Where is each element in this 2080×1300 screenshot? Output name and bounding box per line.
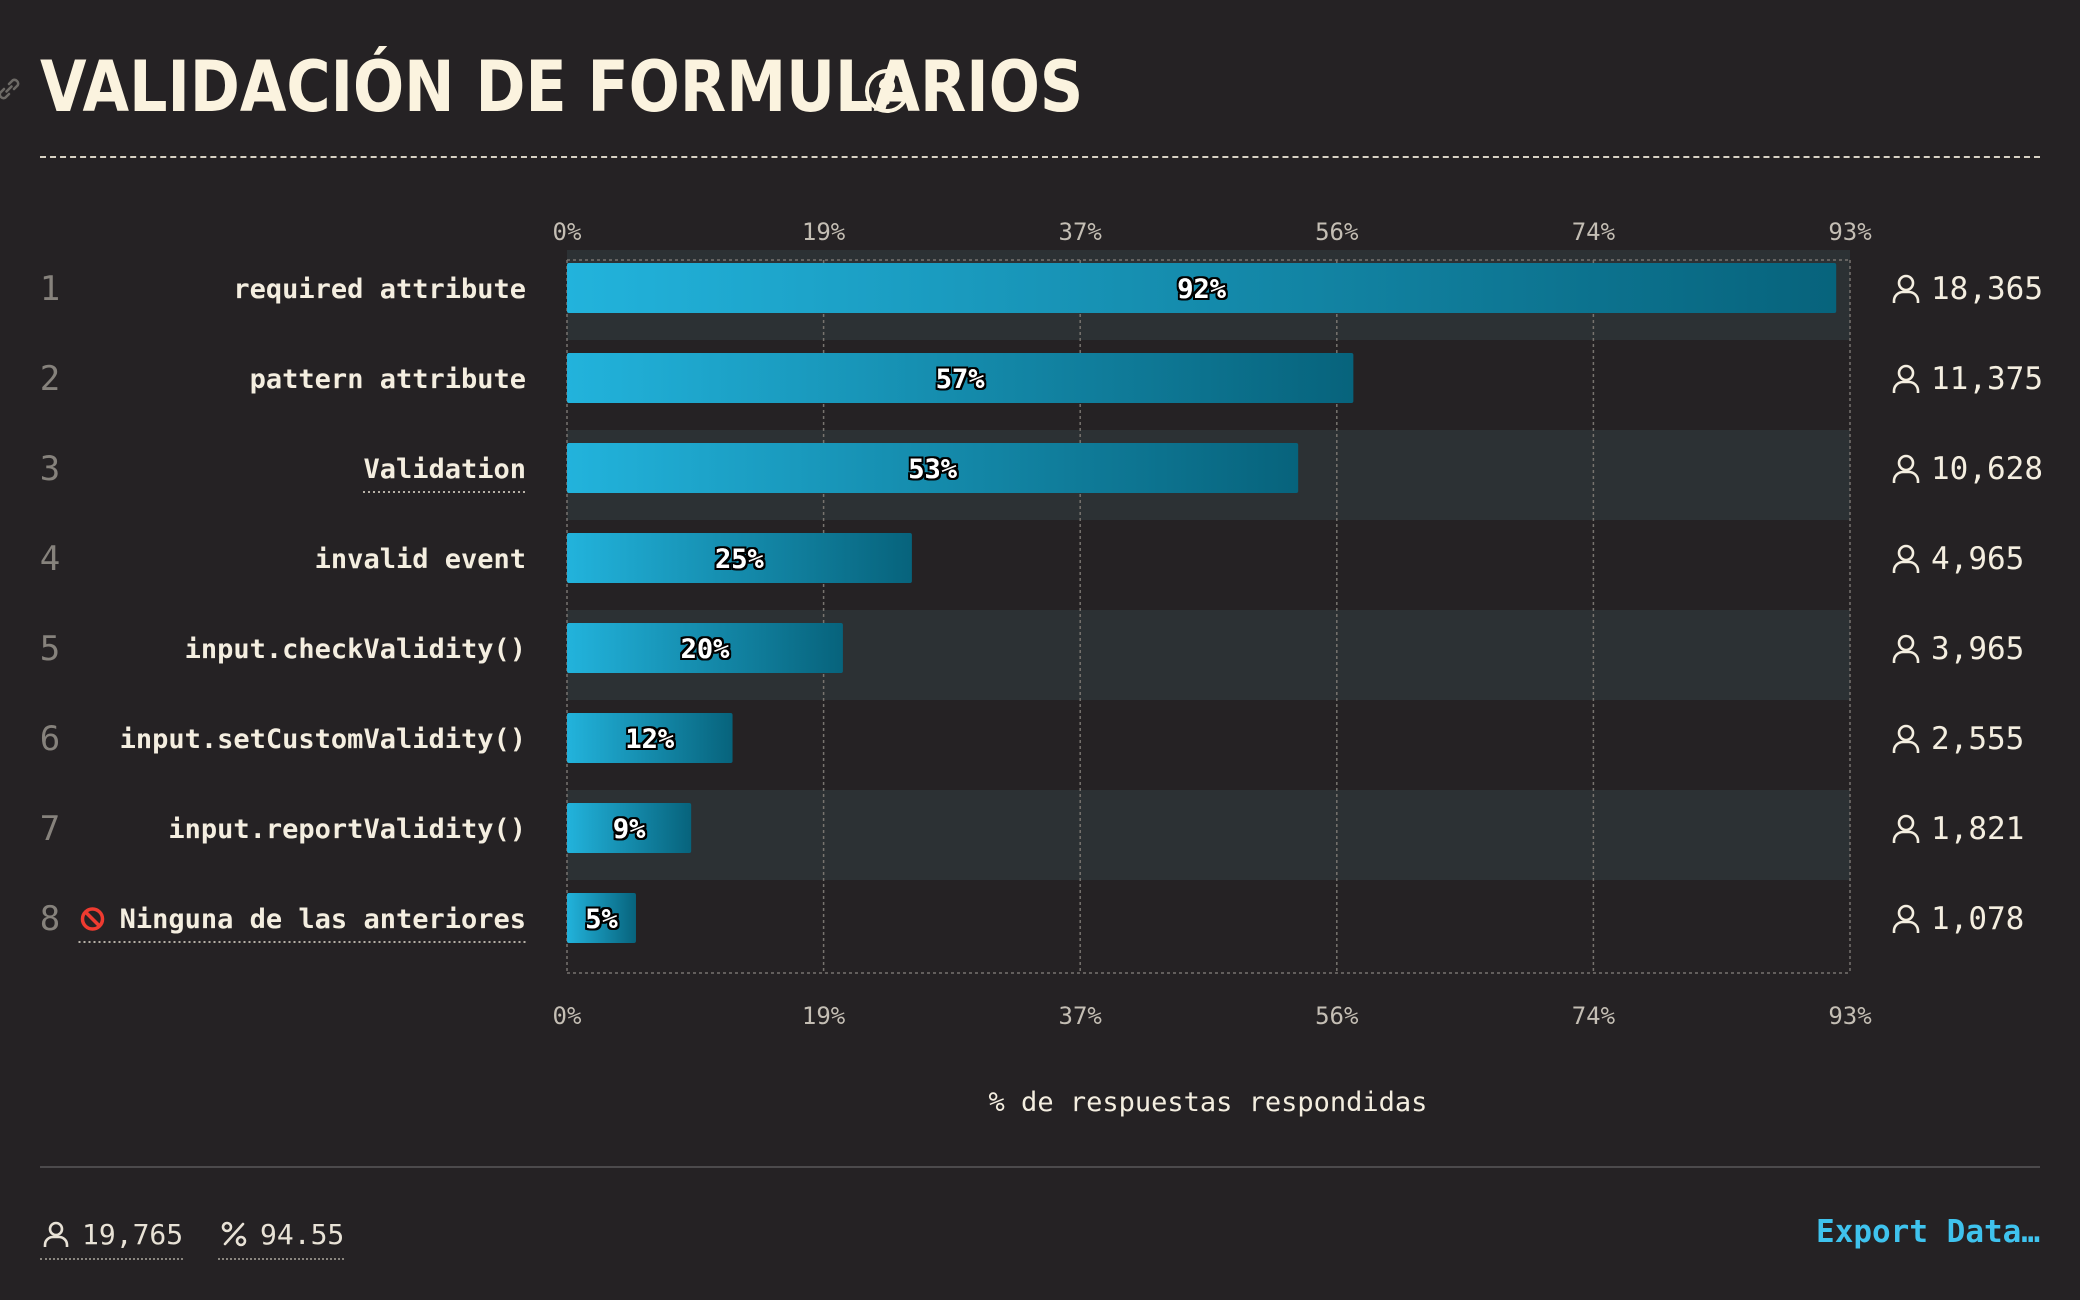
percentage-value: 94.55 — [260, 1217, 345, 1251]
bar — [567, 893, 636, 943]
footer-divider — [40, 1166, 2040, 1168]
user-icon-body — [1892, 290, 1920, 303]
bar — [567, 353, 1354, 403]
respondent-count: 1,078 — [1931, 901, 2024, 937]
respondent-count: 10,628 — [1931, 451, 2043, 487]
x-tick-label-bottom: 0% — [553, 1002, 582, 1030]
rank-number: 2 — [40, 359, 60, 399]
user-icon-body — [1892, 560, 1920, 573]
bar-value-label: 5% — [585, 904, 618, 935]
help-icon[interactable] — [862, 66, 912, 116]
export-data-link[interactable]: Export Data… — [1816, 1214, 2040, 1250]
bar-value-label: 53% — [908, 454, 958, 485]
percentage-stat[interactable]: 94.55 — [218, 1212, 345, 1260]
user-icon-head — [1897, 274, 1915, 292]
x-tick-label-top: 0% — [553, 218, 582, 246]
category-label: input.reportValidity() — [168, 814, 526, 845]
row-stripe — [567, 790, 1850, 880]
x-tick-label-top: 93% — [1828, 218, 1872, 246]
no-entry-slash — [84, 910, 101, 928]
user-icon — [1892, 814, 1920, 843]
user-icon-head — [1897, 364, 1915, 382]
user-icon-body — [1892, 470, 1920, 483]
x-tick-label-bottom: 56% — [1315, 1002, 1359, 1030]
user-icon — [1892, 454, 1920, 483]
bar-chart: 92% 1 required attribute 18,365 57% 2 pattern … — [40, 218, 2043, 1030]
user-icon-head — [1897, 454, 1915, 472]
no-entry-icon — [80, 907, 105, 931]
category-label: pattern attribute — [250, 364, 526, 395]
x-axis-title: % de respuestas respondidas — [988, 1087, 1428, 1118]
no-entry-ring — [80, 907, 105, 931]
title-divider — [40, 156, 2040, 158]
respondent-count: 4,965 — [1931, 541, 2024, 577]
category-label: required attribute — [233, 274, 526, 305]
user-icon-body — [1892, 650, 1920, 663]
rank-number: 1 — [40, 269, 60, 309]
respondent-count: 18,365 — [1931, 271, 2043, 307]
user-icon-head — [1897, 634, 1915, 652]
x-tick-label-bottom: 74% — [1572, 1002, 1616, 1030]
respondents-stat[interactable]: 19,765 — [40, 1212, 184, 1260]
category-label: Validation — [363, 454, 526, 485]
rank-number: 3 — [40, 449, 60, 489]
respondent-count: 3,965 — [1931, 631, 2024, 667]
user-icon — [1892, 364, 1920, 393]
x-tick-label-top: 56% — [1315, 218, 1359, 246]
user-icon — [1892, 274, 1920, 303]
rank-number: 8 — [40, 899, 60, 939]
category-label: Ninguna de las anteriores — [120, 904, 526, 935]
x-tick-label-bottom: 37% — [1059, 1002, 1103, 1030]
page-title: VALIDACIÓN DE FORMULARIOS — [40, 46, 1084, 128]
user-icon-head — [1897, 724, 1915, 742]
bar-value-label: 9% — [613, 814, 646, 845]
bar — [567, 533, 912, 583]
x-tick-label-bottom: 19% — [802, 1002, 846, 1030]
user-icon-body — [1892, 920, 1920, 933]
x-tick-label-top: 37% — [1059, 218, 1103, 246]
rank-number: 6 — [40, 719, 60, 759]
user-icon — [1892, 724, 1920, 753]
category-label: invalid event — [315, 544, 526, 575]
user-icon — [1892, 634, 1920, 663]
rank-number: 7 — [40, 809, 60, 849]
bar-value-label: 25% — [715, 544, 765, 575]
user-icon — [1892, 904, 1920, 933]
bar-value-label: 92% — [1177, 274, 1227, 305]
category-label: input.checkValidity() — [185, 634, 526, 665]
bar — [567, 443, 1299, 493]
bar — [567, 713, 733, 763]
user-icon — [43, 1221, 69, 1247]
bar — [567, 263, 1837, 313]
bar-value-label: 57% — [936, 364, 986, 395]
user-icon-head — [1897, 904, 1915, 922]
bar — [567, 623, 843, 673]
link-icon[interactable] — [0, 74, 24, 104]
user-icon-body — [1892, 830, 1920, 843]
category-label: input.setCustomValidity() — [120, 724, 526, 755]
x-tick-label-top: 19% — [802, 218, 846, 246]
user-icon-body — [1892, 740, 1920, 753]
bar-value-label: 12% — [625, 724, 675, 755]
bar — [567, 803, 692, 853]
percent-icon — [221, 1221, 247, 1247]
user-icon-body — [1892, 380, 1920, 393]
x-tick-label-top: 74% — [1572, 218, 1616, 246]
user-icon — [1892, 544, 1920, 573]
respondent-count: 11,375 — [1931, 361, 2043, 397]
user-icon-head — [1897, 814, 1915, 832]
respondents-value: 19,765 — [82, 1217, 184, 1251]
x-tick-label-bottom: 93% — [1828, 1002, 1872, 1030]
rank-number: 4 — [40, 539, 60, 579]
user-icon-head — [1897, 544, 1915, 562]
respondent-count: 1,821 — [1931, 811, 2024, 847]
bar-value-label: 20% — [681, 634, 731, 665]
rank-number: 5 — [40, 629, 60, 669]
respondent-count: 2,555 — [1931, 721, 2024, 757]
